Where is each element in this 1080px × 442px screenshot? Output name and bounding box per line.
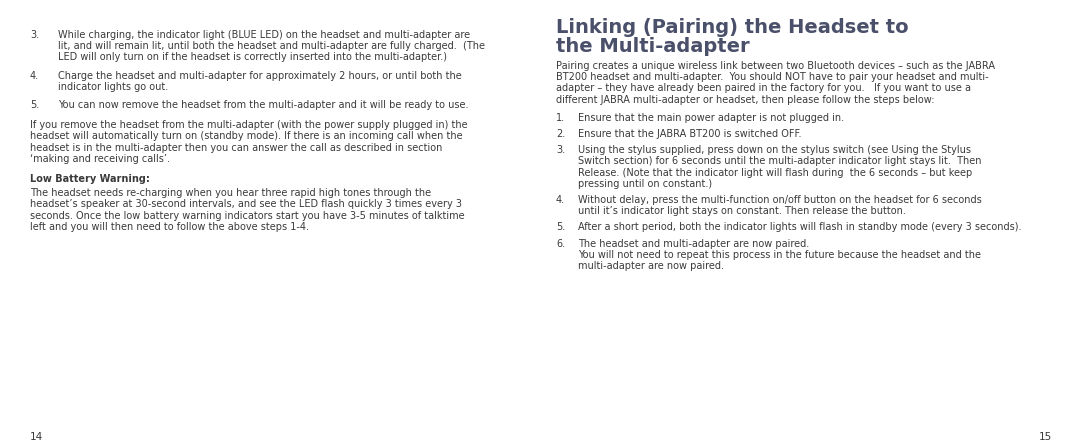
Text: If you remove the headset from the multi-adapter (with the power supply plugged : If you remove the headset from the multi… <box>30 120 468 130</box>
Text: lit, and will remain lit, until both the headset and multi-adapter are fully cha: lit, and will remain lit, until both the… <box>58 41 485 51</box>
Text: different JABRA multi-adapter or headset, then please follow the steps below:: different JABRA multi-adapter or headset… <box>556 95 934 105</box>
Text: You will not need to repeat this process in the future because the headset and t: You will not need to repeat this process… <box>578 250 981 260</box>
Text: adapter – they have already been paired in the factory for you.   If you want to: adapter – they have already been paired … <box>556 84 971 93</box>
Text: 6.: 6. <box>556 239 565 248</box>
Text: until it’s indicator light stays on constant. Then release the button.: until it’s indicator light stays on cons… <box>578 206 906 216</box>
Text: Low Battery Warning:: Low Battery Warning: <box>30 174 150 184</box>
Text: 4.: 4. <box>556 195 565 205</box>
Text: Without delay, press the multi-function on/off button on the headset for 6 secon: Without delay, press the multi-function … <box>578 195 982 205</box>
Text: 3.: 3. <box>30 30 39 40</box>
Text: 14: 14 <box>30 432 43 442</box>
Text: headset is in the multi-adapter then you can answer the call as described in sec: headset is in the multi-adapter then you… <box>30 143 443 152</box>
Text: 5.: 5. <box>30 100 39 110</box>
Text: The headset needs re-charging when you hear three rapid high tones through the: The headset needs re-charging when you h… <box>30 188 431 198</box>
Text: seconds. Once the low battery warning indicators start you have 3-5 minutes of t: seconds. Once the low battery warning in… <box>30 210 464 221</box>
Text: Linking (Pairing) the Headset to: Linking (Pairing) the Headset to <box>556 18 908 37</box>
Text: BT200 headset and multi-adapter.  You should NOT have to pair your headset and m: BT200 headset and multi-adapter. You sho… <box>556 72 988 82</box>
Text: After a short period, both the indicator lights will flash in standby mode (ever: After a short period, both the indicator… <box>578 222 1022 232</box>
Text: pressing until on constant.): pressing until on constant.) <box>578 179 712 189</box>
Text: indicator lights go out.: indicator lights go out. <box>58 82 168 92</box>
Text: headset will automatically turn on (standby mode). If there is an incoming call : headset will automatically turn on (stan… <box>30 131 462 141</box>
Text: 2.: 2. <box>556 129 565 139</box>
Text: 1.: 1. <box>556 113 565 123</box>
Text: Release. (Note that the indicator light will flash during  the 6 seconds – but k: Release. (Note that the indicator light … <box>578 168 972 178</box>
Text: ‘making and receiving calls’.: ‘making and receiving calls’. <box>30 154 170 164</box>
Text: headset’s speaker at 30-second intervals, and see the LED flash quickly 3 times : headset’s speaker at 30-second intervals… <box>30 199 462 210</box>
Text: Ensure that the main power adapter is not plugged in.: Ensure that the main power adapter is no… <box>578 113 845 123</box>
Text: 4.: 4. <box>30 71 39 80</box>
Text: Using the stylus supplied, press down on the stylus switch (see Using the Stylus: Using the stylus supplied, press down on… <box>578 145 971 155</box>
Text: Ensure that the JABRA BT200 is switched OFF.: Ensure that the JABRA BT200 is switched … <box>578 129 801 139</box>
Text: the Multi-adapter: the Multi-adapter <box>556 37 750 56</box>
Text: Charge the headset and multi-adapter for approximately 2 hours, or until both th: Charge the headset and multi-adapter for… <box>58 71 462 80</box>
Text: Switch section) for 6 seconds until the multi-adapter indicator light stays lit.: Switch section) for 6 seconds until the … <box>578 156 982 166</box>
Text: multi-adapter are now paired.: multi-adapter are now paired. <box>578 261 724 271</box>
Text: 5.: 5. <box>556 222 565 232</box>
Text: While charging, the indicator light (BLUE LED) on the headset and multi-adapter : While charging, the indicator light (BLU… <box>58 30 470 40</box>
Text: The headset and multi-adapter are now paired.: The headset and multi-adapter are now pa… <box>578 239 809 248</box>
Text: 3.: 3. <box>556 145 565 155</box>
Text: Pairing creates a unique wireless link between two Bluetooth devices – such as t: Pairing creates a unique wireless link b… <box>556 61 995 71</box>
Text: left and you will then need to follow the above steps 1-4.: left and you will then need to follow th… <box>30 222 309 232</box>
Text: LED will only turn on if the headset is correctly inserted into the multi-adapte: LED will only turn on if the headset is … <box>58 53 447 62</box>
Text: You can now remove the headset from the multi-adapter and it will be ready to us: You can now remove the headset from the … <box>58 100 469 110</box>
Text: 15: 15 <box>1039 432 1052 442</box>
